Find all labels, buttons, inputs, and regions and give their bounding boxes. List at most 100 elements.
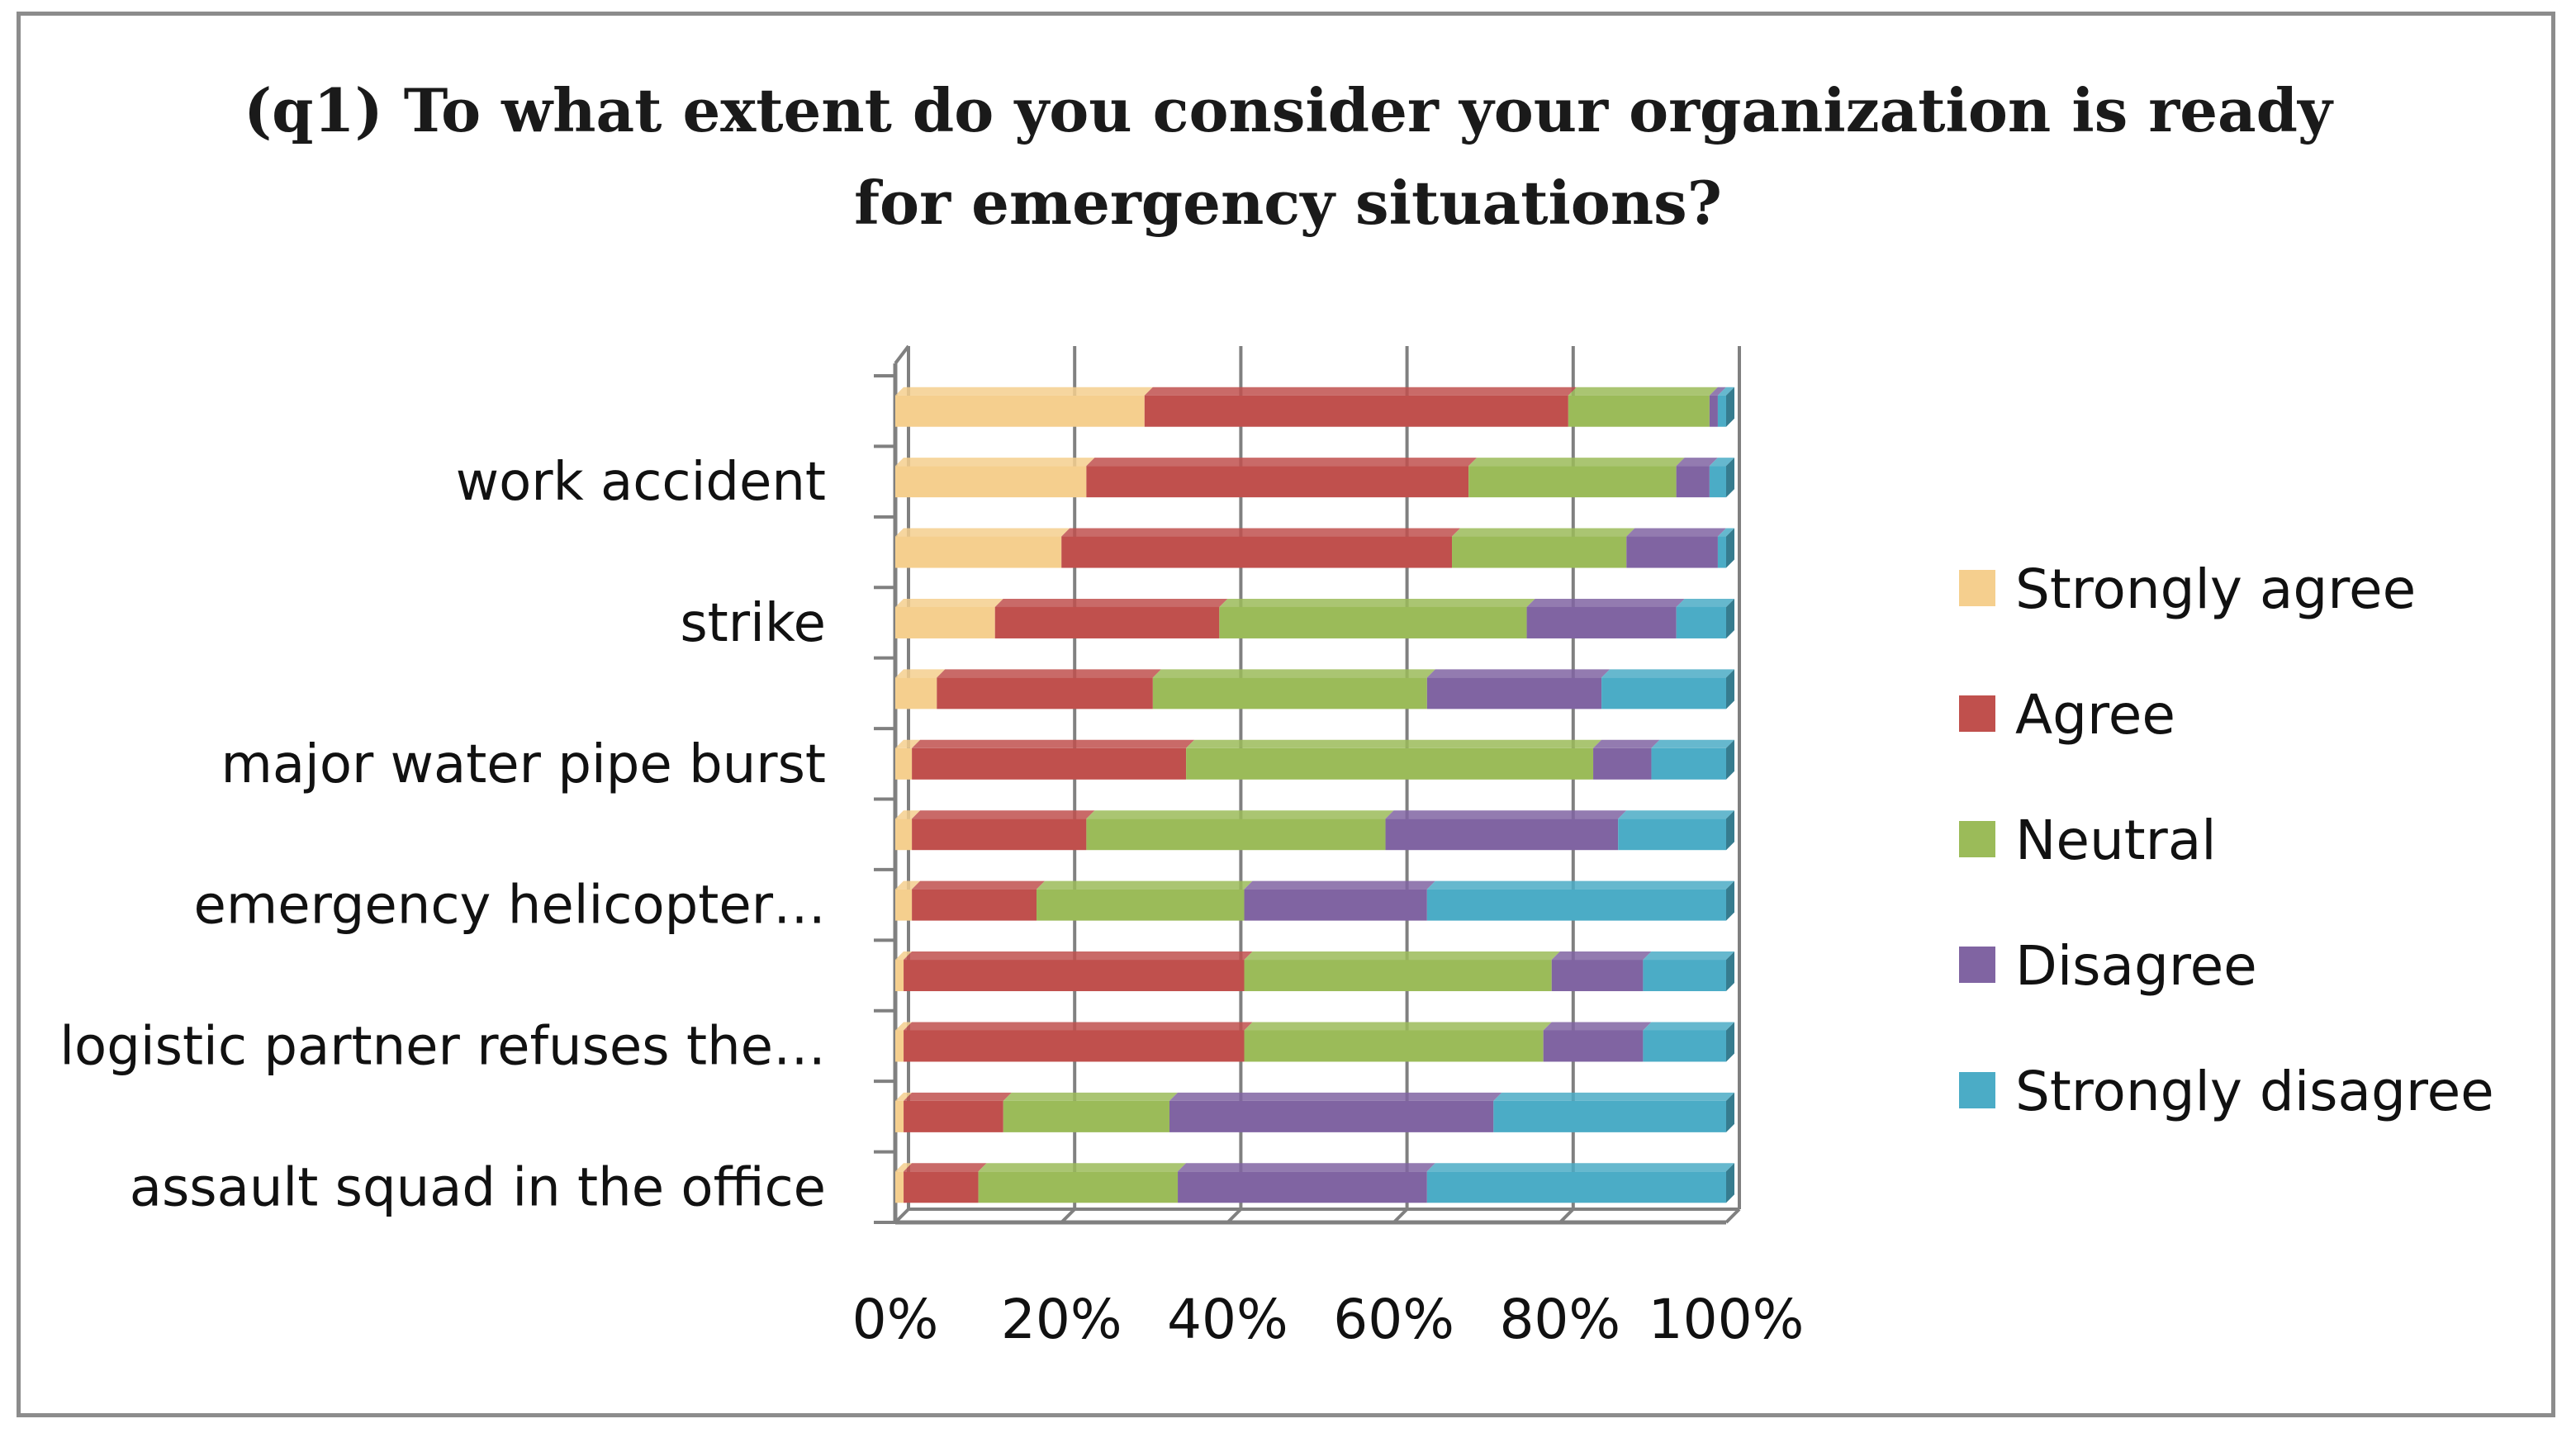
bar-strongly-disagree-side [1726, 598, 1734, 638]
bar-agree [904, 1171, 979, 1203]
bar-strongly-disagree-side [1726, 1092, 1734, 1132]
bar-neutral-top [1468, 458, 1685, 467]
bar-neutral [1568, 395, 1710, 427]
bar-agree [1061, 536, 1453, 568]
bar-strongly-disagree-side [1726, 951, 1734, 992]
bar-strongly-disagree-side [1726, 1163, 1734, 1203]
bar-strongly-disagree-side [1726, 880, 1734, 921]
bar-strongly-disagree-top [1493, 1092, 1734, 1101]
bar-agree-top [904, 951, 1253, 961]
bar-strongly-disagree-side [1726, 528, 1734, 568]
x-tick-label: 100% [1649, 1288, 1805, 1351]
bar-disagree [1593, 747, 1652, 780]
bar-agree-top [1061, 528, 1461, 537]
x-tick-label: 60% [1333, 1288, 1454, 1351]
gridline-floor [1558, 1208, 1575, 1224]
bar-neutral-top [1219, 598, 1535, 607]
bar-neutral [1452, 536, 1627, 568]
bar-disagree-top [1244, 880, 1435, 890]
legend-swatch-neutral [1959, 821, 1995, 857]
bar-neutral-top [1037, 880, 1253, 890]
x-tick-labels: 0% 20% 40% 60% 80% 100% [852, 1288, 1805, 1351]
bar-strongly-disagree [1717, 536, 1726, 568]
bar-strongly-agree [895, 747, 913, 780]
bar-disagree [1709, 395, 1718, 427]
chart-title: (q1) To what extent do you consider your… [0, 64, 2576, 249]
bar-neutral [1037, 889, 1245, 921]
bar-agree [1086, 466, 1469, 498]
bar-disagree-top [1526, 598, 1685, 607]
bar-strongly-agree-top [895, 1092, 913, 1101]
bar-strongly-disagree [1651, 747, 1726, 780]
bar-neutral [978, 1171, 1179, 1203]
bar-strongly-disagree-top [1709, 458, 1734, 467]
x-tick-label: 20% [1001, 1288, 1122, 1351]
bar-agree-top [912, 810, 1095, 819]
bar-strongly-agree [895, 889, 913, 921]
bar-strongly-disagree [1426, 889, 1726, 921]
bar-strongly-agree-top [895, 387, 1153, 396]
category-label: emergency helicopter… [194, 875, 827, 937]
chart-title-line-2: for emergency situations? [854, 168, 1722, 238]
bar-strongly-agree-top [895, 458, 1095, 467]
bar-strongly-agree-top [895, 739, 921, 748]
bar-strongly-disagree-top [1676, 598, 1734, 607]
bar-strongly-disagree-top [1601, 669, 1734, 678]
gridline-floor [1226, 1208, 1242, 1224]
bar-strongly-agree [895, 1100, 904, 1132]
bar-disagree [1551, 960, 1644, 992]
bar-strongly-agree-top [895, 528, 1070, 537]
bar-strongly-disagree [1676, 606, 1726, 638]
gridline-floor [1392, 1208, 1409, 1224]
bar-neutral-top [1568, 387, 1718, 396]
bar-neutral-top [1086, 810, 1394, 819]
bar-agree [937, 677, 1153, 709]
bar-agree [994, 606, 1220, 638]
bar-strongly-disagree [1601, 677, 1726, 709]
bar-disagree [1626, 536, 1718, 568]
bar-neutral [1152, 677, 1427, 709]
bar-strongly-agree-top [895, 1163, 913, 1172]
bar-disagree [1676, 466, 1710, 498]
legend-swatch-strongly-disagree [1959, 1072, 1995, 1108]
bar-disagree [1526, 606, 1677, 638]
bar-agree-top [994, 598, 1228, 607]
bar-disagree [1169, 1100, 1494, 1132]
legend-swatch-agree [1959, 695, 1995, 732]
bar-neutral [1244, 1030, 1544, 1062]
bar-disagree [1178, 1171, 1427, 1203]
legend: Strongly agree Agree Neutral Disagree Strong… [1959, 558, 2494, 1123]
bar-neutral [1186, 747, 1594, 780]
bar-neutral-top [1244, 951, 1560, 961]
bar-disagree-top [1385, 810, 1627, 819]
bar-strongly-agree [895, 1030, 904, 1062]
gridline-floor [1060, 1208, 1076, 1224]
chart-title-line-1: (q1) To what extent do you consider your… [244, 75, 2332, 145]
legend-label-strongly-agree: Strongly agree [2015, 558, 2416, 621]
bar-agree-top [904, 1163, 987, 1172]
legend-swatch-strongly-agree [1959, 570, 1995, 606]
category-label: major water pipe burst [221, 734, 826, 795]
bar-strongly-agree-top [895, 598, 1003, 607]
bar-strongly-disagree-side [1726, 458, 1734, 498]
bar-disagree [1426, 677, 1602, 709]
x-tick-label: 80% [1499, 1288, 1620, 1351]
legend-label-neutral: Neutral [2015, 809, 2217, 872]
bar-neutral-top [1152, 669, 1435, 678]
bar-disagree [1543, 1030, 1644, 1062]
bar-agree [904, 1030, 1245, 1062]
bar-strongly-disagree-top [1618, 810, 1734, 819]
bar-strongly-disagree [1493, 1100, 1726, 1132]
bar-neutral [1244, 960, 1552, 992]
bar-disagree-top [1169, 1092, 1502, 1101]
bar-disagree-top [1593, 739, 1660, 748]
bar-agree [1144, 395, 1568, 427]
bar-agree [912, 889, 1037, 921]
bar-strongly-agree-top [895, 880, 921, 890]
bar-neutral-top [1452, 528, 1635, 537]
bar-strongly-disagree-side [1726, 1022, 1734, 1062]
bar-strongly-agree [895, 819, 913, 851]
bar-disagree-top [1178, 1163, 1435, 1172]
legend-label-strongly-disagree: Strongly disagree [2015, 1060, 2494, 1123]
